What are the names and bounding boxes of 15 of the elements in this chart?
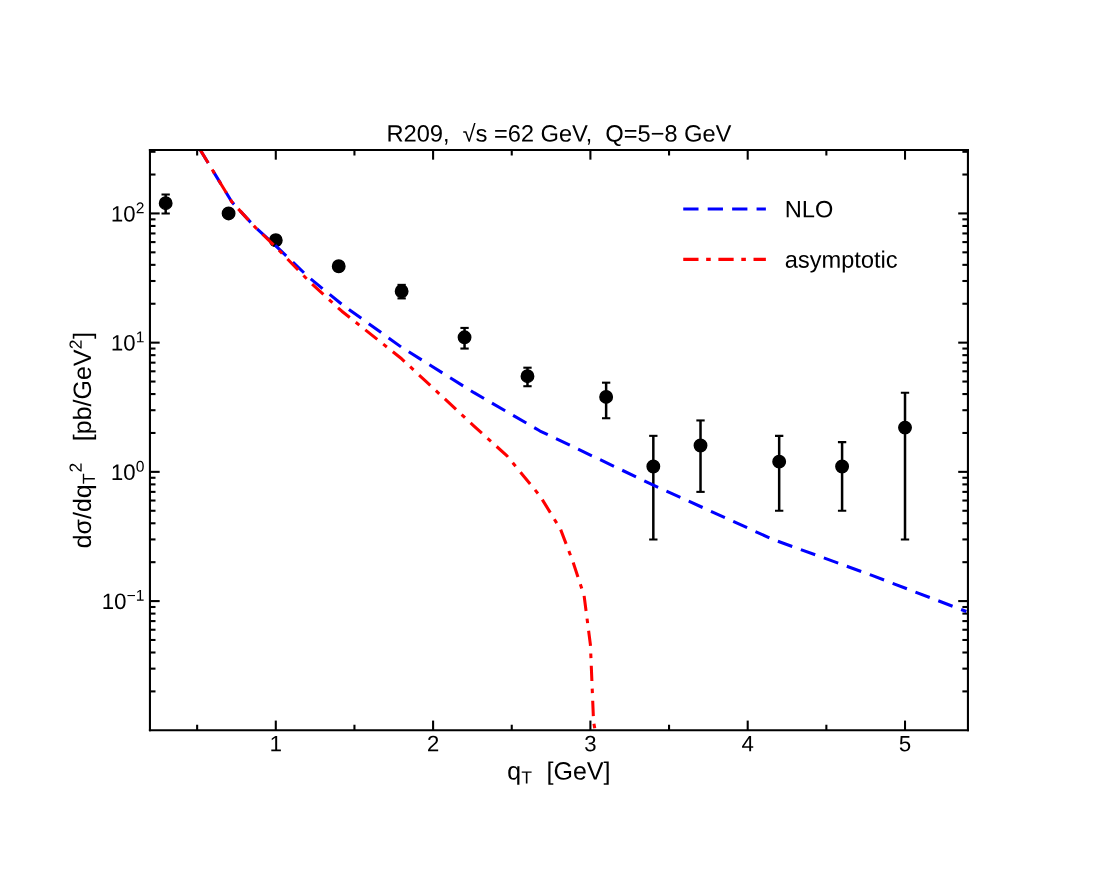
x-tick-label: 3 bbox=[585, 735, 596, 752]
legend-label: asymptotic bbox=[785, 250, 897, 273]
y-tick-label: 10$^{0}$ bbox=[112, 460, 144, 481]
text: dσ/dq$_{T}$$^{2}$ [pb/GeV$^{2}$] bbox=[69, 333, 97, 548]
y-tick-label: 10$^{2}$ bbox=[112, 202, 144, 222]
x-tick-label: 2 bbox=[428, 735, 439, 752]
chart-title: R209, √s =62 GeV, Q=5−8 GeV bbox=[388, 122, 732, 147]
x-axis-title: q$_{T}$ [GeV] bbox=[508, 761, 609, 785]
y-tick-label: 10$^{−1}$ bbox=[103, 590, 144, 610]
legend-label: NLO bbox=[786, 200, 833, 218]
y-tick-label: 10$^{1}$ bbox=[112, 331, 144, 351]
x-tick-label: 4 bbox=[742, 735, 754, 752]
line-series bbox=[198, 149, 597, 731]
x-tick-label: 5 bbox=[899, 735, 911, 752]
x-tick-label: 1 bbox=[271, 735, 281, 752]
